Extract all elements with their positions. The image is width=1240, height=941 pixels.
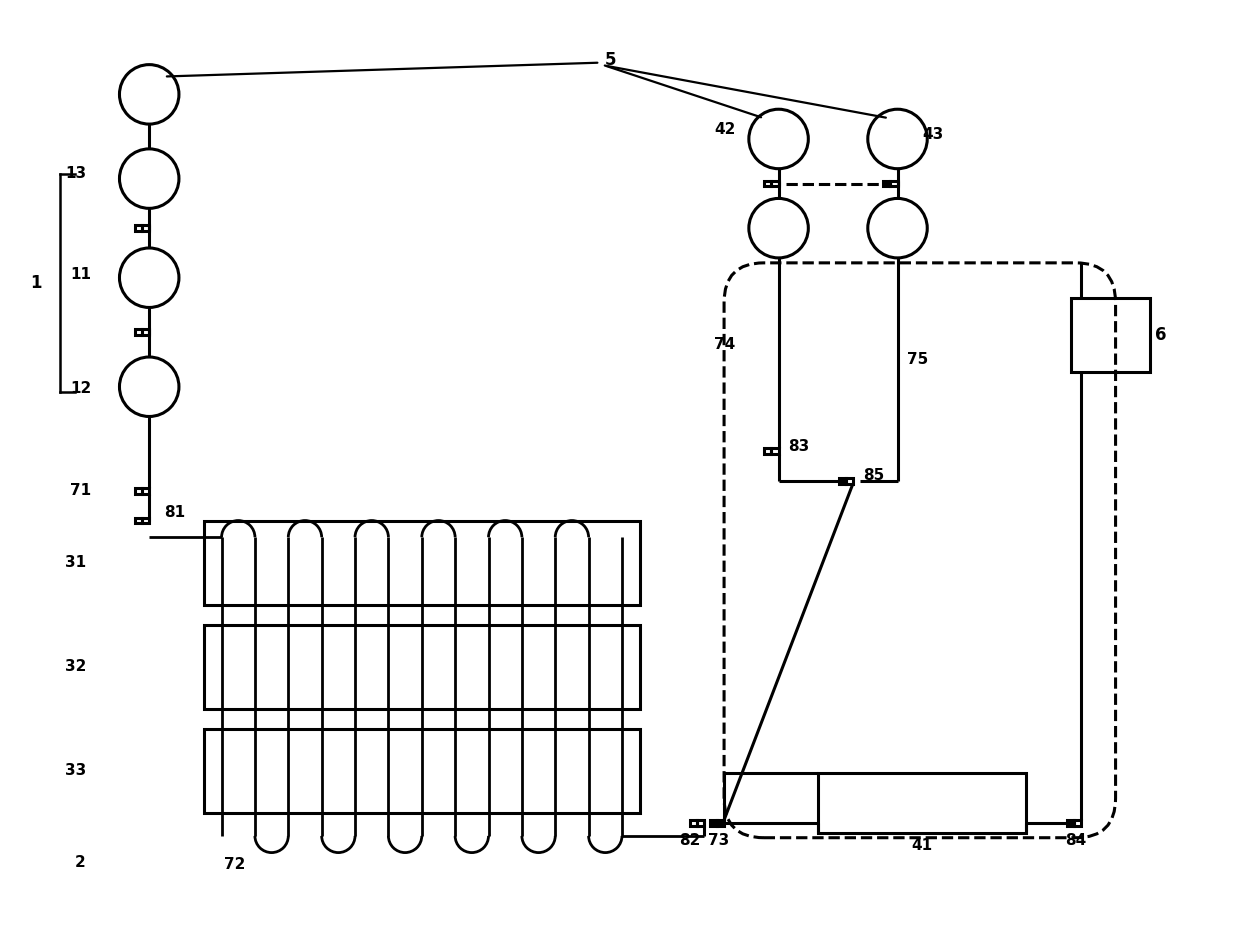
Bar (143, 329, 149, 335)
Text: 85: 85 (863, 469, 884, 484)
Text: 81: 81 (164, 505, 185, 520)
Text: 84: 84 (1065, 833, 1086, 848)
Bar (890, 181, 898, 186)
Bar (135, 329, 143, 335)
Bar (203, 625, 640, 709)
Text: 5: 5 (605, 51, 616, 69)
Text: 33: 33 (64, 763, 87, 778)
Text: 12: 12 (69, 381, 92, 396)
Text: 82: 82 (678, 833, 701, 848)
Text: 31: 31 (64, 555, 86, 570)
Text: 13: 13 (64, 167, 86, 182)
Bar (135, 518, 143, 523)
Bar (771, 181, 779, 186)
Bar (764, 448, 771, 455)
Text: 74: 74 (714, 337, 735, 352)
Bar (1071, 297, 1151, 372)
Bar (1074, 820, 1081, 825)
Bar (709, 820, 717, 825)
Bar (717, 820, 724, 825)
Text: 83: 83 (789, 439, 810, 454)
Bar (846, 478, 853, 484)
Text: 6: 6 (1156, 326, 1167, 343)
Text: 42: 42 (714, 121, 735, 136)
Bar (143, 225, 149, 231)
Bar (771, 448, 779, 455)
Bar (764, 181, 771, 186)
Text: 41: 41 (911, 838, 932, 853)
Bar (203, 728, 640, 813)
Text: 71: 71 (69, 484, 91, 499)
Bar (143, 488, 149, 494)
Bar (135, 488, 143, 494)
Text: 11: 11 (69, 267, 91, 282)
Bar (838, 478, 846, 484)
Text: 43: 43 (923, 126, 944, 141)
Bar (689, 820, 697, 825)
Bar (143, 518, 149, 523)
Bar (203, 520, 640, 605)
Text: 72: 72 (223, 857, 246, 872)
Bar (818, 774, 1027, 833)
Text: 32: 32 (64, 660, 87, 675)
Bar (883, 181, 890, 186)
Bar (135, 225, 143, 231)
Bar (697, 820, 704, 825)
Text: 1: 1 (30, 274, 42, 292)
Text: 2: 2 (74, 855, 86, 870)
Text: 73: 73 (708, 833, 729, 848)
Bar (1066, 820, 1074, 825)
Text: 75: 75 (908, 352, 929, 367)
